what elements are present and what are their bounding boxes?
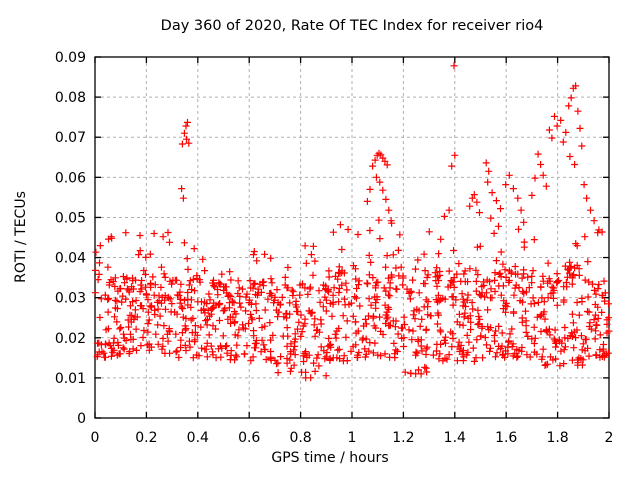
x-tick-label: 1.6 [495,430,517,446]
y-tick-label: 0.01 [55,371,86,387]
chart-title: Day 360 of 2020, Rate Of TEC Index for r… [160,18,544,34]
scatter-points [91,62,613,382]
x-tick-label: 0 [91,430,100,446]
x-tick-label: 0.2 [135,430,157,446]
x-tick-label: 0.4 [187,430,209,446]
y-tick-label: 0.08 [55,90,86,106]
y-tick-label: 0 [77,411,86,427]
y-tick-label: 0.05 [55,210,86,226]
y-tick-label: 0.07 [55,130,86,146]
x-tick-label: 0.6 [238,430,260,446]
x-axis-label: GPS time / hours [271,450,389,466]
y-tick-label: 0.03 [55,291,86,307]
y-tick-label: 0.04 [55,251,86,267]
x-tick-label: 2 [605,430,614,446]
y-tick-label: 0.06 [55,170,86,186]
y-tick-label: 0.09 [55,50,86,66]
x-tick-label: 1.8 [546,430,568,446]
x-tick-label: 1.2 [392,430,414,446]
y-tick-label: 0.02 [55,331,86,347]
x-tick-label: 1 [348,430,357,446]
x-tick-label: 0.8 [289,430,311,446]
y-axis-label: ROTI / TECUs [13,191,29,283]
x-tick-label: 1.4 [444,430,466,446]
